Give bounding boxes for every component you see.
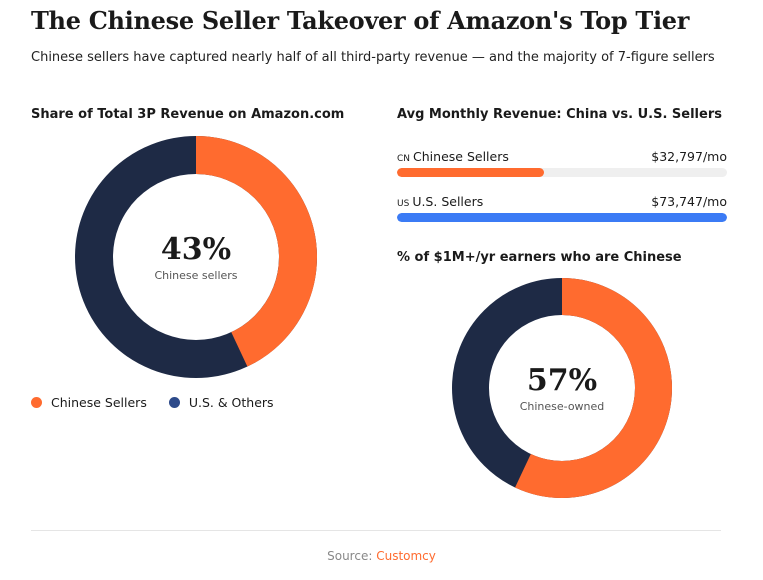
bar-us-value: $73,747/mo <box>651 194 727 209</box>
donut2-value: 57% <box>526 363 598 398</box>
legend-dot-china <box>31 397 42 408</box>
donut1-title: Share of Total 3P Revenue on Amazon.com <box>31 107 345 122</box>
bar-row-china: CN Chinese Sellers $32,797/mo <box>397 149 727 177</box>
bar-china-name: Chinese Sellers <box>413 149 509 164</box>
bar-row-us: US U.S. Sellers $73,747/mo <box>397 194 727 222</box>
donut1-label: Chinese sellers <box>154 269 238 282</box>
legend-china: Chinese Sellers <box>51 395 147 410</box>
legend-us: U.S. & Others <box>188 395 274 410</box>
footer-divider <box>31 530 721 531</box>
legend-dot-us <box>168 397 180 408</box>
footer: Source: Customcy <box>0 549 763 563</box>
page-subtitle: Chinese sellers have captured nearly hal… <box>31 50 715 65</box>
source-label: Source: <box>327 549 373 563</box>
donut2-slice-chinese <box>452 278 672 498</box>
bars-title: Avg Monthly Revenue: China vs. U.S. Sell… <box>397 107 722 122</box>
bar-us <box>397 213 727 222</box>
donut1-slice-china <box>75 136 317 378</box>
bar-us-name: U.S. Sellers <box>412 194 484 209</box>
page-title: The Chinese Seller Takeover of Amazon's … <box>31 6 690 35</box>
bar-china-value: $32,797/mo <box>651 149 727 164</box>
donut2-label: Chinese-owned <box>519 400 605 413</box>
cn-flag-icon: CN <box>397 154 411 164</box>
legend: Chinese Sellers U.S. & Others <box>31 395 274 410</box>
bar-china <box>397 168 544 177</box>
donut2-chart <box>452 278 672 498</box>
us-flag-icon: US <box>397 199 410 209</box>
source-link[interactable]: Customcy <box>376 549 436 563</box>
donut1-chart <box>75 136 317 378</box>
donut1-value: 43% <box>160 232 232 267</box>
donut2-title: % of $1M+/yr earners who are Chinese <box>397 250 682 265</box>
